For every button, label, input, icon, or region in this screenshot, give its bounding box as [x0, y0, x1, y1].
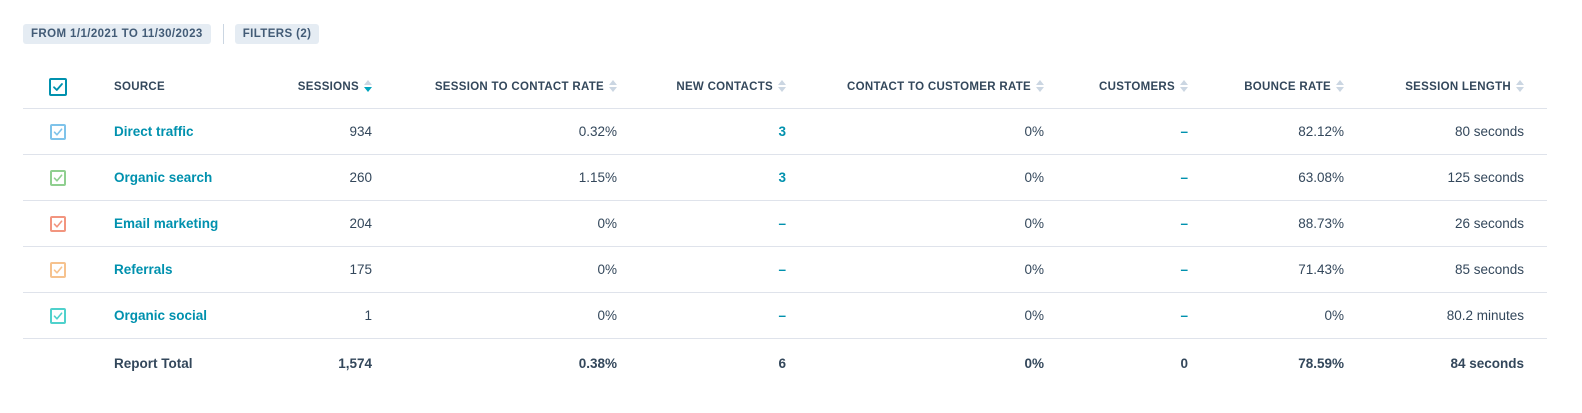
total-customers: 0 — [1180, 355, 1188, 371]
row-checkbox-cell — [23, 200, 93, 247]
sessions-value: 260 — [253, 154, 372, 201]
total-bounce-rate: 78.59% — [1298, 355, 1344, 371]
checkmark-icon — [53, 266, 63, 274]
sessions-value: 934 — [253, 108, 372, 155]
sessions-value: 1 — [253, 292, 372, 339]
sessions-value: 204 — [253, 200, 372, 247]
bounce-rate-value: 0% — [1188, 292, 1344, 339]
column-header-contact-to-customer-rate[interactable]: CONTACT TO CUSTOMER RATE — [786, 66, 1044, 109]
sort-icon[interactable] — [1516, 79, 1524, 92]
checkmark-icon — [53, 83, 63, 91]
contact-to-customer-rate-value: 0% — [786, 292, 1044, 339]
sort-icon[interactable] — [609, 79, 617, 92]
column-header-customers[interactable]: CUSTOMERS — [1044, 66, 1188, 109]
sort-icon[interactable] — [1036, 79, 1044, 92]
checkmark-icon — [53, 220, 63, 228]
table-header-row: SOURCE SESSIONS SESSION TO CONTACT RATE … — [23, 66, 1547, 109]
new-contacts-value[interactable]: – — [617, 200, 786, 247]
bounce-rate-value: 71.43% — [1188, 246, 1344, 293]
row-checkbox-cell — [23, 108, 93, 155]
session-to-contact-rate-value: 1.15% — [372, 154, 617, 201]
column-header-source: SOURCE — [93, 66, 253, 109]
source-link[interactable]: Referrals — [93, 246, 253, 293]
bounce-rate-value: 88.73% — [1188, 200, 1344, 247]
header-spacer — [1524, 66, 1547, 109]
column-header-bounce-rate[interactable]: BOUNCE RATE — [1188, 66, 1344, 109]
total-contact-to-customer-rate: 0% — [1024, 355, 1044, 371]
checkmark-icon — [53, 128, 63, 136]
select-all-cell — [23, 66, 93, 109]
customers-value[interactable]: – — [1044, 108, 1188, 155]
row-checkbox-cell — [23, 292, 93, 339]
filter-bar: FROM 1/1/2021 TO 11/30/2023 FILTERS (2) — [23, 24, 320, 44]
checkmark-icon — [53, 174, 63, 182]
customers-value[interactable]: – — [1044, 200, 1188, 247]
total-session-to-contact-rate: 0.38% — [578, 355, 617, 371]
source-link[interactable]: Organic social — [93, 292, 253, 339]
contact-to-customer-rate-value: 0% — [786, 246, 1044, 293]
customers-value[interactable]: – — [1044, 292, 1188, 339]
source-link[interactable]: Email marketing — [93, 200, 253, 247]
table-row: Email marketing 204 0% –0% –88.73% 26 seconds — [23, 200, 1547, 247]
table-row: Organic search 260 1.15% 3 0% –63.08% 125 seco… — [23, 154, 1547, 201]
total-new-contacts: 6 — [778, 355, 786, 371]
source-link[interactable]: Organic search — [93, 154, 253, 201]
customers-value[interactable]: – — [1044, 246, 1188, 293]
customers-value[interactable]: – — [1044, 154, 1188, 201]
sources-table: SOURCE SESSIONS SESSION TO CONTACT RATE … — [23, 66, 1547, 387]
report-total-row: Report Total 1,574 0.38% 6 0% 0 78.59% 8… — [23, 339, 1547, 388]
sessions-value: 175 — [253, 246, 372, 293]
source-link[interactable]: Direct traffic — [93, 108, 253, 155]
row-checkbox[interactable] — [50, 169, 66, 186]
session-length-value: 125 seconds — [1344, 154, 1524, 201]
contact-to-customer-rate-value: 0% — [786, 154, 1044, 201]
column-header-session-length[interactable]: SESSION LENGTH — [1344, 66, 1524, 109]
total-label: Report Total — [114, 355, 193, 371]
contact-to-customer-rate-value: 0% — [786, 108, 1044, 155]
row-checkbox-cell — [23, 246, 93, 293]
session-to-contact-rate-value: 0% — [372, 200, 617, 247]
contact-to-customer-rate-value: 0% — [786, 200, 1044, 247]
session-to-contact-rate-value: 0% — [372, 246, 617, 293]
date-range-filter-chip[interactable]: FROM 1/1/2021 TO 11/30/2023 — [23, 24, 211, 44]
table-row: Referrals 175 0% –0% –71.43% 85 seconds — [23, 246, 1547, 293]
session-to-contact-rate-value: 0.32% — [372, 108, 617, 155]
filter-divider — [222, 24, 224, 44]
column-header-sessions[interactable]: SESSIONS — [253, 66, 372, 109]
sort-icon[interactable] — [778, 79, 786, 92]
session-length-value: 80 seconds — [1344, 108, 1524, 155]
row-checkbox[interactable] — [50, 307, 66, 324]
bounce-rate-value: 63.08% — [1188, 154, 1344, 201]
session-length-value: 80.2 minutes — [1344, 292, 1524, 339]
bounce-rate-value: 82.12% — [1188, 108, 1344, 155]
table-row: Direct traffic 934 0.32% 3 0% –82.12% 80 secon… — [23, 108, 1547, 155]
session-to-contact-rate-value: 0% — [372, 292, 617, 339]
session-length-value: 85 seconds — [1344, 246, 1524, 293]
new-contacts-value[interactable]: – — [617, 246, 786, 293]
session-length-value: 26 seconds — [1344, 200, 1524, 247]
sort-descending-icon[interactable] — [364, 79, 372, 92]
table-row: Organic social 1 0% –0% –0% 80.2 minutes — [23, 292, 1547, 339]
sort-icon[interactable] — [1336, 79, 1344, 92]
row-checkbox[interactable] — [50, 215, 66, 232]
new-contacts-value[interactable]: 3 — [617, 108, 786, 155]
checkmark-icon — [53, 312, 63, 320]
row-checkbox[interactable] — [50, 123, 66, 140]
sort-icon[interactable] — [1180, 79, 1188, 92]
row-checkbox[interactable] — [50, 261, 66, 278]
column-header-session-to-contact-rate[interactable]: SESSION TO CONTACT RATE — [372, 66, 617, 109]
filters-chip[interactable]: FILTERS (2) — [234, 24, 320, 44]
new-contacts-value[interactable]: 3 — [617, 154, 786, 201]
column-header-new-contacts[interactable]: NEW CONTACTS — [617, 66, 786, 109]
new-contacts-value[interactable]: – — [617, 292, 786, 339]
total-sessions: 1,574 — [338, 355, 372, 371]
row-checkbox-cell — [23, 154, 93, 201]
total-session-length: 84 seconds — [1450, 355, 1524, 371]
select-all-checkbox[interactable] — [49, 78, 67, 96]
